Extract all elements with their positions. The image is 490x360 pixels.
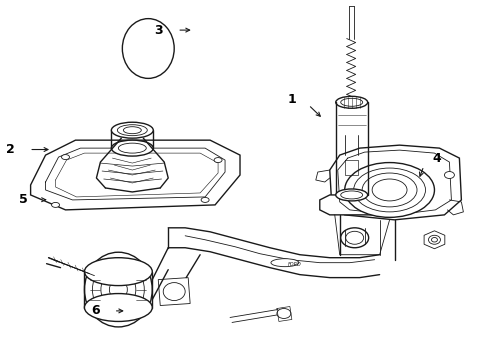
Ellipse shape — [372, 179, 407, 201]
Ellipse shape — [336, 189, 368, 201]
Ellipse shape — [346, 231, 364, 244]
Ellipse shape — [51, 202, 59, 207]
Text: 4: 4 — [433, 152, 441, 165]
Text: 2: 2 — [6, 143, 15, 156]
Polygon shape — [30, 140, 240, 210]
Ellipse shape — [122, 19, 174, 78]
Text: 6: 6 — [91, 305, 100, 318]
Ellipse shape — [336, 96, 368, 108]
Ellipse shape — [123, 127, 141, 134]
Ellipse shape — [271, 259, 299, 267]
Text: FORD: FORD — [288, 262, 302, 267]
Ellipse shape — [111, 122, 153, 138]
Ellipse shape — [428, 235, 441, 244]
Ellipse shape — [341, 98, 363, 106]
Ellipse shape — [119, 143, 147, 153]
Ellipse shape — [345, 163, 435, 217]
Ellipse shape — [341, 191, 363, 199]
Ellipse shape — [163, 283, 185, 301]
Ellipse shape — [84, 293, 152, 321]
Ellipse shape — [93, 261, 144, 319]
Ellipse shape — [101, 270, 136, 310]
Ellipse shape — [277, 309, 291, 319]
Polygon shape — [330, 145, 462, 220]
Ellipse shape — [84, 258, 152, 285]
Text: 3: 3 — [155, 24, 163, 37]
Ellipse shape — [118, 125, 147, 136]
Ellipse shape — [214, 158, 222, 163]
Ellipse shape — [432, 238, 438, 242]
Polygon shape — [320, 195, 384, 215]
Ellipse shape — [354, 168, 425, 212]
Polygon shape — [158, 278, 190, 306]
Polygon shape — [424, 231, 445, 249]
Ellipse shape — [111, 140, 153, 156]
Ellipse shape — [201, 197, 209, 202]
Ellipse shape — [444, 171, 454, 179]
Ellipse shape — [341, 228, 368, 248]
Text: 5: 5 — [19, 193, 28, 206]
Text: 1: 1 — [288, 93, 296, 106]
Ellipse shape — [109, 280, 127, 300]
Ellipse shape — [62, 154, 70, 159]
Ellipse shape — [362, 173, 417, 207]
Ellipse shape — [84, 252, 152, 327]
